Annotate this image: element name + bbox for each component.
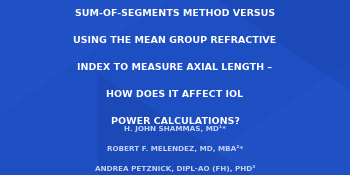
Polygon shape: [98, 74, 252, 175]
Text: INDEX TO MEASURE AXIAL LENGTH –: INDEX TO MEASURE AXIAL LENGTH –: [77, 63, 273, 72]
Text: ANDREA PETZNICK, DIPL-AO (FH), PHD³: ANDREA PETZNICK, DIPL-AO (FH), PHD³: [95, 165, 255, 172]
Text: USING THE MEAN GROUP REFRACTIVE: USING THE MEAN GROUP REFRACTIVE: [74, 36, 276, 45]
Text: SUM-OF-SEGMENTS METHOD VERSUS: SUM-OF-SEGMENTS METHOD VERSUS: [75, 9, 275, 18]
Text: ROBERT F. MELENDEZ, MD, MBA²*: ROBERT F. MELENDEZ, MD, MBA²*: [107, 145, 243, 152]
Polygon shape: [182, 61, 350, 175]
Text: H. JOHN SHAMMAS, MD¹*: H. JOHN SHAMMAS, MD¹*: [124, 125, 226, 132]
Text: HOW DOES IT AFFECT IOL: HOW DOES IT AFFECT IOL: [106, 90, 244, 99]
Text: POWER CALCULATIONS?: POWER CALCULATIONS?: [111, 117, 239, 126]
Polygon shape: [217, 0, 350, 91]
Polygon shape: [0, 0, 168, 114]
